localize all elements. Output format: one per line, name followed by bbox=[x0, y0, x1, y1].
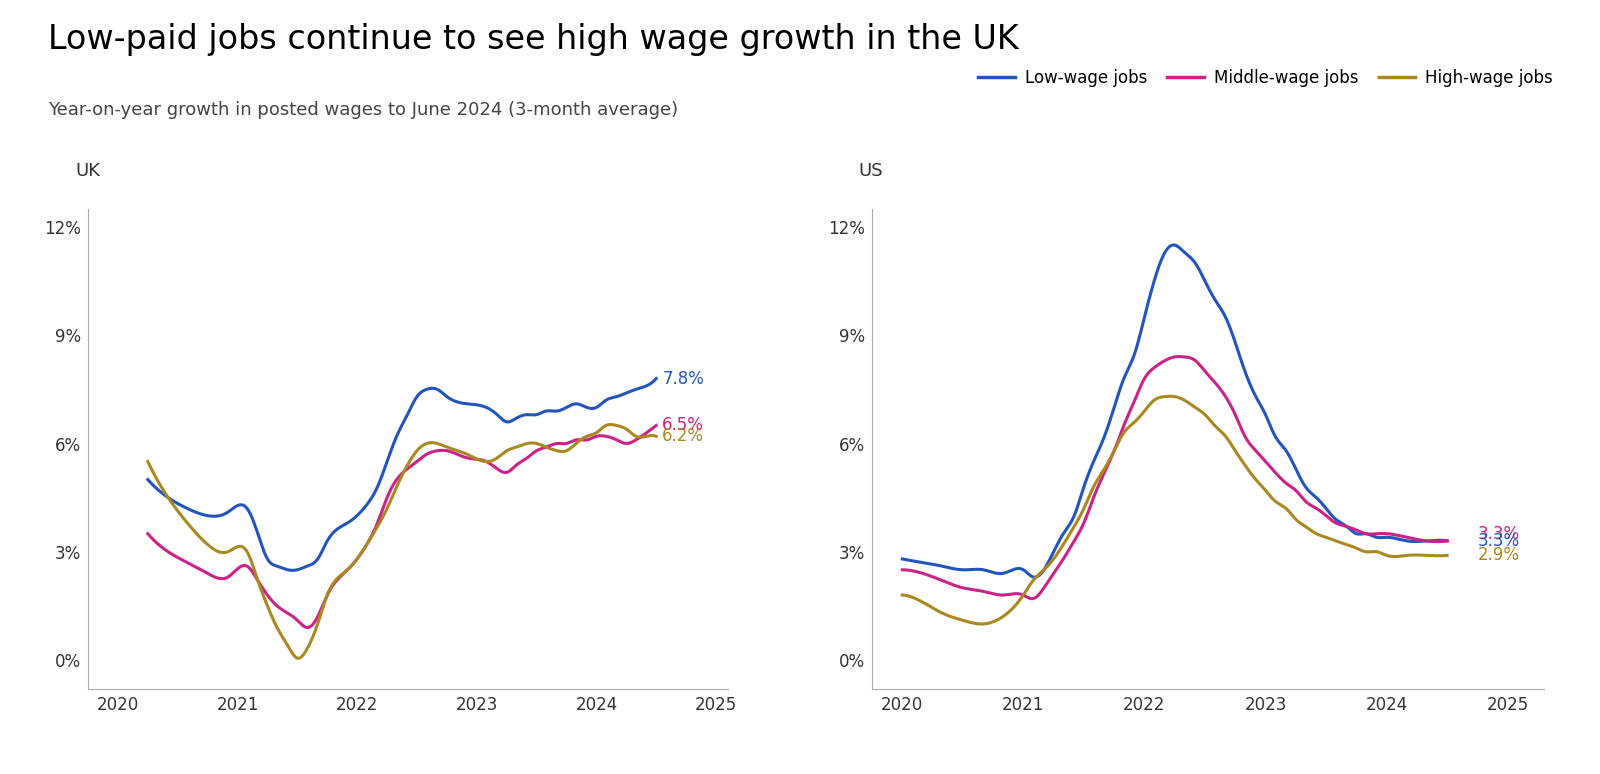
Text: Low-paid jobs continue to see high wage growth in the UK: Low-paid jobs continue to see high wage … bbox=[48, 23, 1019, 57]
Text: 6.5%: 6.5% bbox=[662, 416, 704, 434]
Legend: Low-wage jobs, Middle-wage jobs, High-wage jobs: Low-wage jobs, Middle-wage jobs, High-wa… bbox=[971, 63, 1560, 94]
Text: 3.3%: 3.3% bbox=[1477, 532, 1520, 550]
Text: UK: UK bbox=[75, 163, 101, 180]
Text: Year-on-year growth in posted wages to June 2024 (3-month average): Year-on-year growth in posted wages to J… bbox=[48, 101, 678, 118]
Text: 6.2%: 6.2% bbox=[662, 427, 704, 445]
Text: 7.8%: 7.8% bbox=[662, 369, 704, 388]
Text: US: US bbox=[859, 163, 883, 180]
Text: 2.9%: 2.9% bbox=[1477, 546, 1520, 564]
Text: 3.3%: 3.3% bbox=[1477, 525, 1520, 543]
